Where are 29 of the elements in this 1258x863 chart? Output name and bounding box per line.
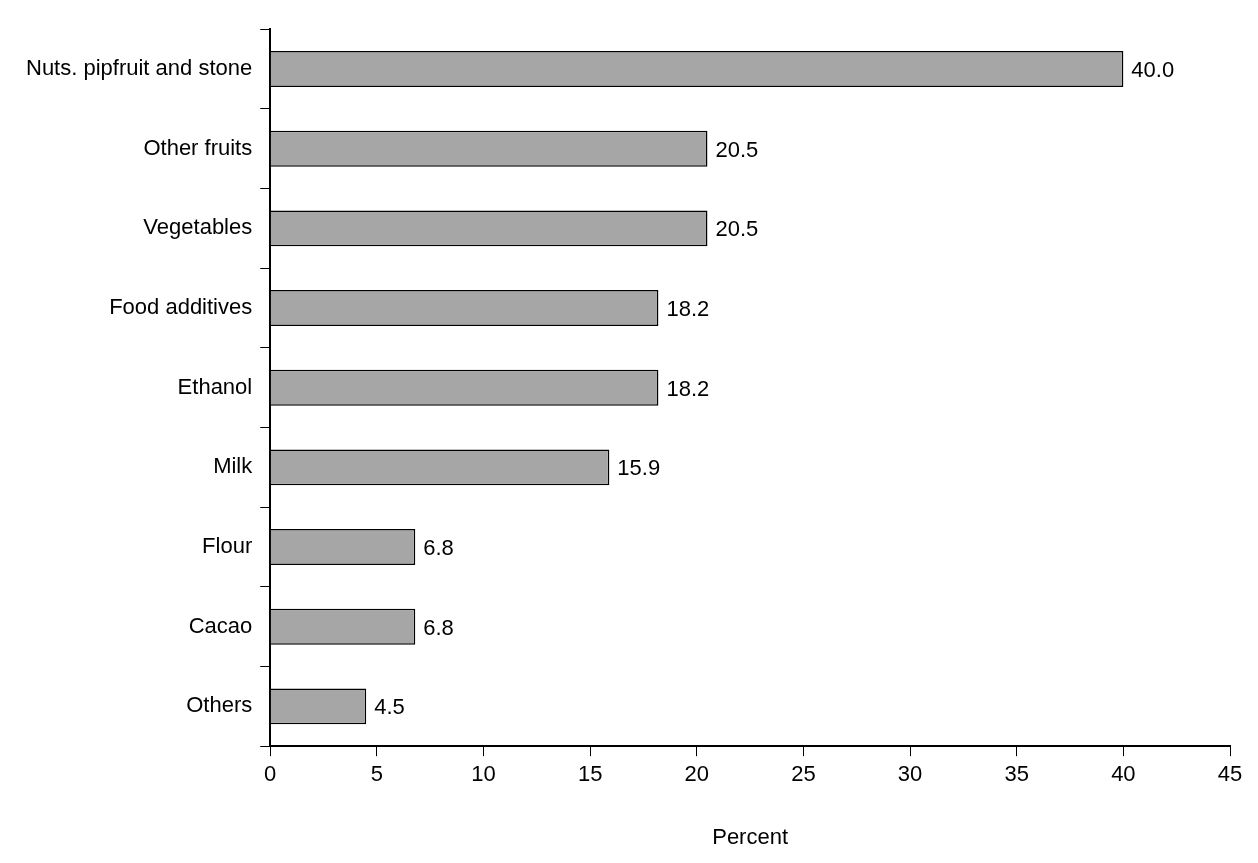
x-tick-label: 45 xyxy=(1217,761,1243,787)
x-axis-title: Percent xyxy=(712,823,789,849)
y-tick-label: Other fruits xyxy=(143,134,253,160)
x-tick-label: 30 xyxy=(897,761,923,787)
data-label: 6.8 xyxy=(423,614,454,640)
data-label: 15.9 xyxy=(617,455,661,481)
x-tick-label: 5 xyxy=(370,761,384,787)
y-tick-label: Flour xyxy=(202,533,253,559)
y-tick-label: Others xyxy=(186,692,253,718)
x-tick-label: 20 xyxy=(684,761,710,787)
data-label: 20.5 xyxy=(715,136,759,162)
x-tick-label: 40 xyxy=(1111,761,1136,787)
x-tick-label: 25 xyxy=(791,761,816,787)
y-tick-label: Nuts. pipfruit and stone xyxy=(25,55,253,81)
y-tick-label: Vegetables xyxy=(143,214,253,240)
data-label: 18.2 xyxy=(666,375,710,401)
x-tick-label: 35 xyxy=(1004,761,1029,787)
x-tick-label: 0 xyxy=(264,761,277,787)
y-tick-label: Food additives xyxy=(109,294,253,320)
y-tick-label: Cacao xyxy=(188,612,253,638)
x-tick-label: 10 xyxy=(471,761,496,787)
data-label: 4.5 xyxy=(374,694,405,720)
data-label: 6.8 xyxy=(423,535,454,561)
y-tick-label: Milk xyxy=(213,453,254,479)
data-label: 20.5 xyxy=(715,216,759,242)
data-label: 40.0 xyxy=(1131,57,1175,83)
x-tick-label: 15 xyxy=(577,761,603,787)
data-label: 18.2 xyxy=(666,296,710,322)
y-tick-label: Ethanol xyxy=(177,373,253,399)
